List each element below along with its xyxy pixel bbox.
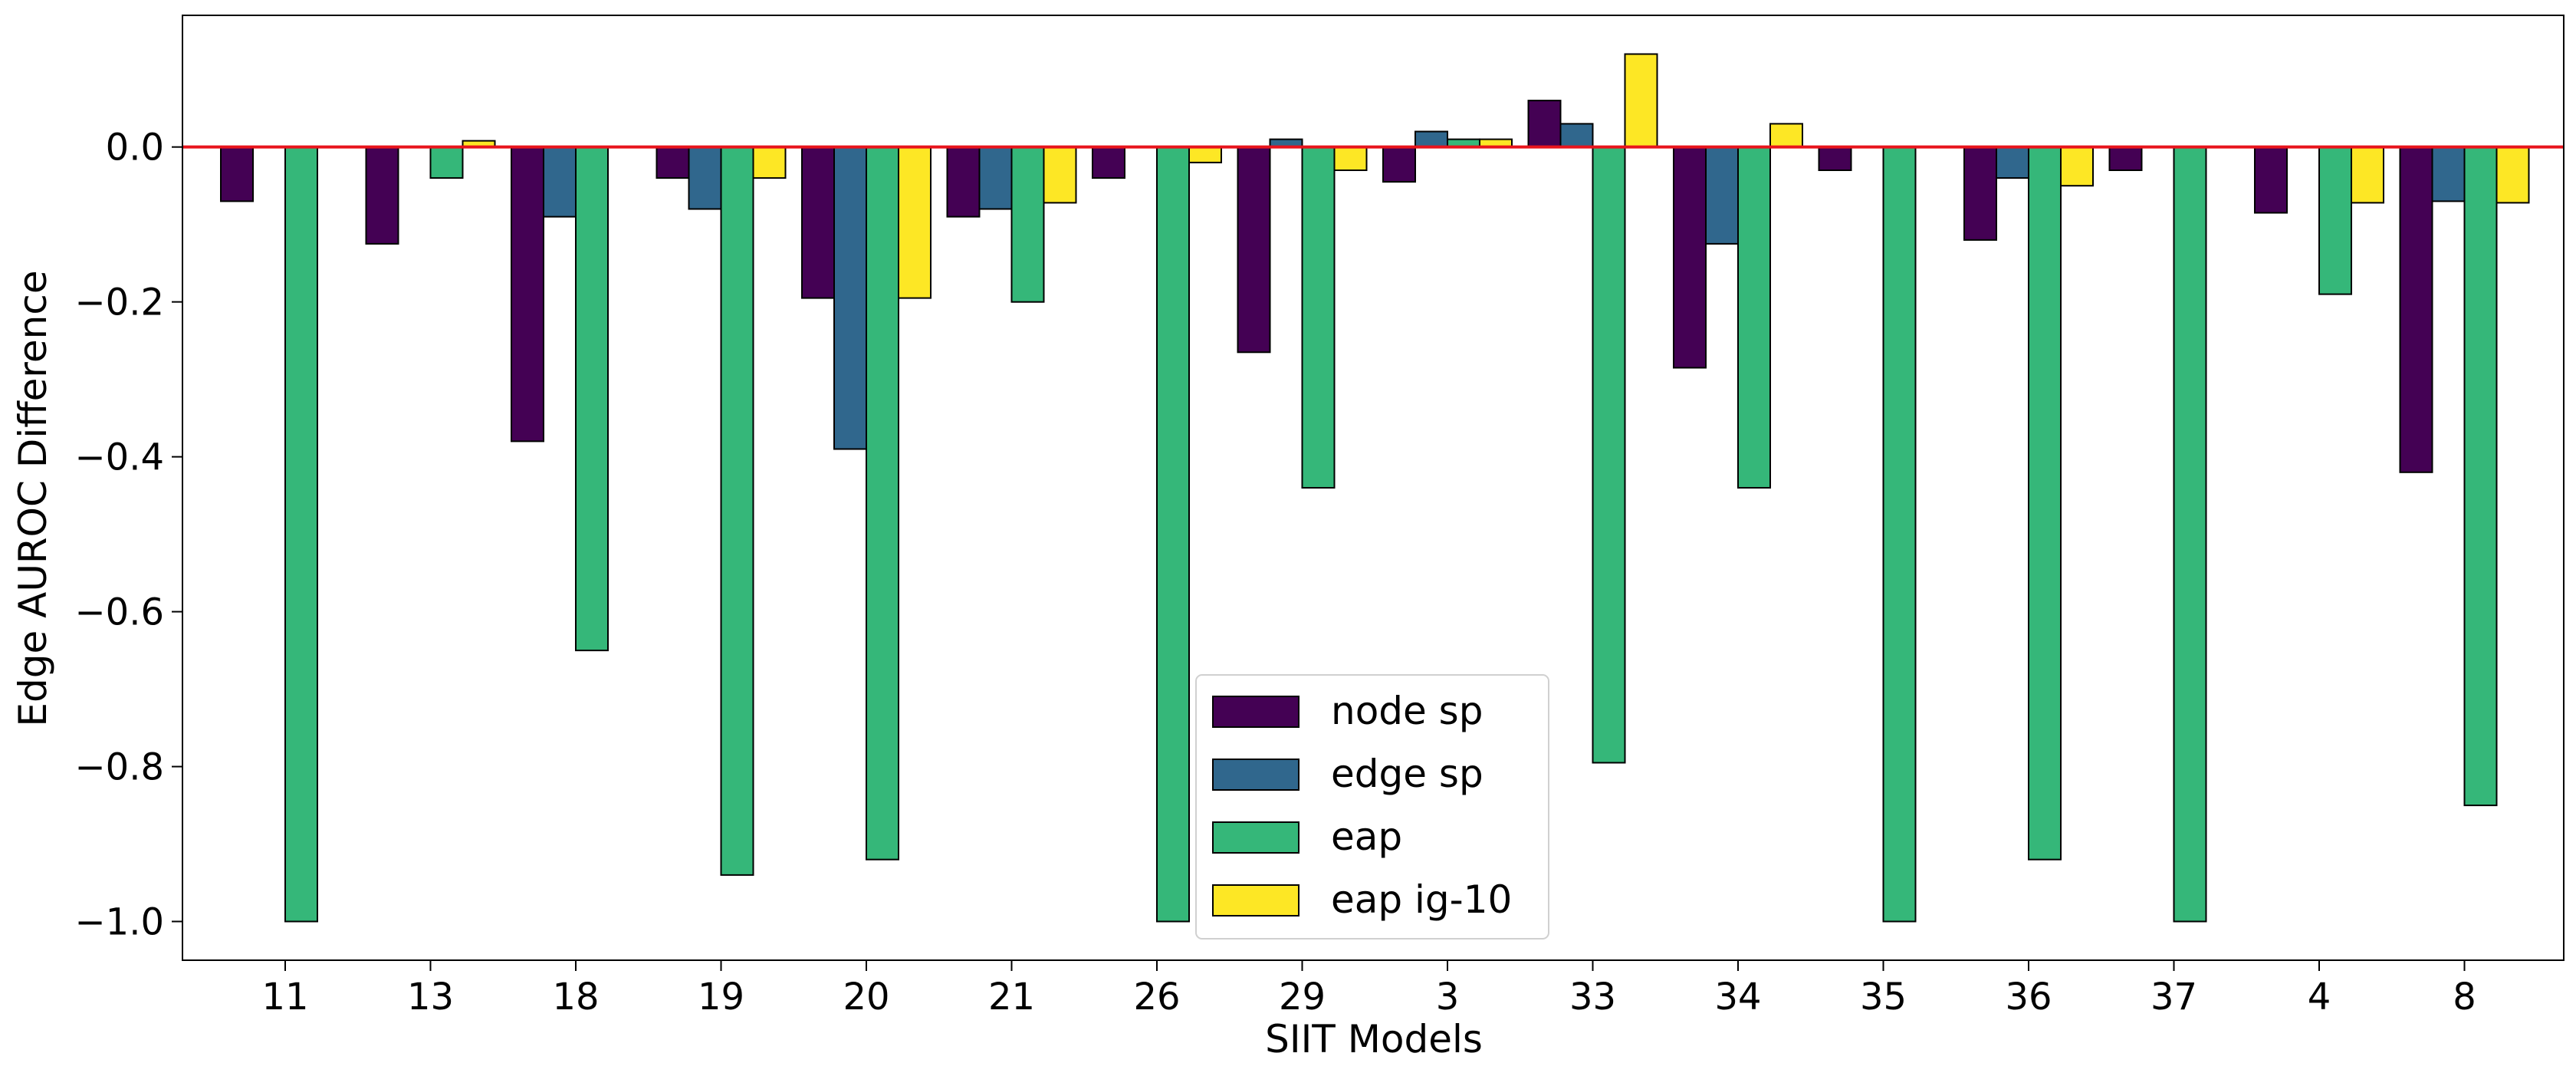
x-tick-label: 18 [552, 976, 599, 1019]
y-tick-label: −1.0 [74, 901, 164, 944]
bar-eap-21 [1010, 146, 1045, 303]
y-tick-label: −0.2 [74, 281, 164, 324]
legend: node sp edge sp eap eap ig-10 [1195, 674, 1549, 940]
y-tick-label: 0.0 [106, 127, 164, 169]
bar-eap-8 [2463, 146, 2498, 807]
bar-eap-ig-10-26 [1188, 146, 1222, 163]
legend-label: eap [1331, 814, 1402, 859]
bar-node-sp-26 [1092, 146, 1125, 179]
legend-label: edge sp [1331, 752, 1484, 796]
bar-node-sp-13 [365, 146, 399, 245]
legend-swatch-edge-sp [1212, 759, 1300, 791]
bar-node-sp-4 [2254, 146, 2288, 214]
bar-node-sp-34 [1673, 146, 1707, 369]
legend-swatch-eap [1212, 821, 1300, 854]
bar-eap-ig-10-29 [1333, 146, 1368, 171]
bar-node-sp-20 [801, 146, 835, 299]
bar-node-sp-36 [1963, 146, 1997, 241]
bar-node-sp-11 [220, 146, 254, 202]
bar-edge-sp-8 [2431, 146, 2466, 202]
bar-eap-ig-10-34 [1769, 123, 1803, 148]
bar-eap-36 [2028, 146, 2062, 861]
bar-eap-ig-10-19 [752, 146, 787, 179]
bar-edge-sp-33 [1559, 123, 1594, 148]
x-tick-label: 36 [2005, 976, 2052, 1019]
y-tick-label: −0.4 [74, 436, 164, 479]
legend-label: node sp [1331, 689, 1483, 733]
bar-eap-ig-10-33 [1624, 53, 1658, 148]
x-tick-label: 20 [843, 976, 889, 1019]
bar-edge-sp-3 [1414, 130, 1448, 148]
plot-frame [182, 15, 2564, 961]
bar-eap-ig-10-4 [2351, 146, 2384, 204]
bar-node-sp-18 [511, 146, 544, 443]
bar-eap-13 [429, 146, 464, 179]
bar-eap-26 [1156, 146, 1190, 923]
bar-eap-35 [1882, 146, 1917, 923]
bar-eap-29 [1301, 146, 1336, 489]
y-axis: −1.0 −0.8 −0.6 −0.4 −0.2 0.0 [74, 127, 182, 944]
bar-eap-ig-10-20 [898, 146, 932, 299]
bar-eap-18 [575, 146, 609, 652]
x-axis: 11 13 18 19 20 21 26 29 3 33 34 35 36 37 4 8 [261, 960, 2476, 1019]
bar-eap-33 [1592, 146, 1626, 764]
bar-edge-sp-34 [1705, 146, 1739, 245]
x-tick-label: 29 [1279, 976, 1326, 1019]
bar-node-sp-3 [1382, 146, 1416, 183]
bar-eap-20 [866, 146, 899, 861]
bar-eap-37 [2173, 146, 2207, 923]
x-tick-label: 37 [2150, 976, 2197, 1019]
x-tick-label: 4 [2308, 976, 2331, 1019]
bar-edge-sp-18 [543, 146, 577, 218]
bar-eap-ig-10-36 [2060, 146, 2094, 187]
bar-node-sp-37 [2108, 146, 2143, 171]
bar-node-sp-19 [656, 146, 690, 179]
bars [220, 53, 2530, 923]
x-tick-label: 21 [988, 976, 1035, 1019]
bar-node-sp-35 [1818, 146, 1852, 171]
bar-edge-sp-21 [978, 146, 1013, 210]
x-tick-label: 19 [698, 976, 744, 1019]
bar-edge-sp-20 [833, 146, 867, 450]
legend-label: eap ig-10 [1331, 877, 1512, 922]
y-axis-label: Edge AUROC Difference [11, 270, 55, 726]
bar-eap-11 [284, 146, 318, 923]
y-tick-label: −0.6 [74, 591, 164, 634]
bar-node-sp-33 [1527, 100, 1562, 148]
x-tick-label: 3 [1436, 976, 1460, 1019]
x-tick-label: 13 [407, 976, 454, 1019]
legend-box [1195, 674, 1549, 940]
bar-edge-sp-19 [688, 146, 722, 210]
x-tick-label: 26 [1133, 976, 1180, 1019]
bar-edge-sp-36 [1996, 146, 2029, 179]
x-tick-label: 11 [261, 976, 308, 1019]
legend-swatch-eap-ig-10 [1212, 884, 1300, 917]
y-tick-label: −0.8 [74, 746, 164, 789]
bar-eap-4 [2318, 146, 2352, 295]
bar-eap-ig-10-8 [2496, 146, 2530, 204]
bar-node-sp-21 [946, 146, 981, 218]
bar-node-sp-8 [2399, 146, 2433, 473]
bar-eap-34 [1737, 146, 1771, 489]
bar-node-sp-29 [1237, 146, 1271, 354]
legend-swatch-node-sp [1212, 696, 1300, 728]
x-tick-label: 8 [2453, 976, 2476, 1019]
bar-eap-19 [720, 146, 754, 876]
x-tick-label: 33 [1569, 976, 1616, 1019]
x-tick-label: 35 [1860, 976, 1907, 1019]
bar-eap-ig-10-21 [1043, 146, 1077, 204]
x-axis-label: SIIT Models [1265, 1017, 1483, 1061]
x-tick-label: 34 [1714, 976, 1761, 1019]
